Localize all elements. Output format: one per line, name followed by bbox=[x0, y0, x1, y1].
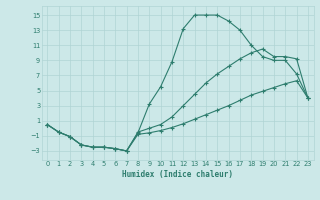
X-axis label: Humidex (Indice chaleur): Humidex (Indice chaleur) bbox=[122, 170, 233, 179]
